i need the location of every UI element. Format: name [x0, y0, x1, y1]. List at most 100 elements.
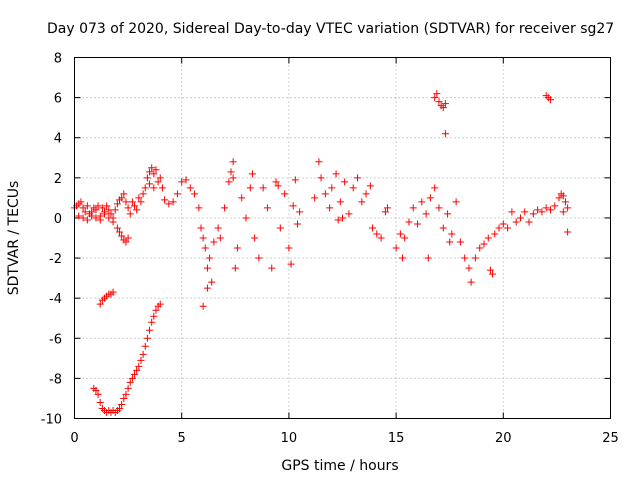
- data-point: [116, 404, 124, 412]
- data-point: [113, 224, 121, 232]
- data-point: [248, 170, 256, 178]
- y-tick-label: -8: [49, 372, 62, 387]
- data-point: [471, 254, 479, 262]
- data-point: [128, 374, 136, 382]
- data-point: [441, 100, 449, 108]
- data-point: [426, 194, 434, 202]
- data-point: [326, 204, 334, 212]
- y-tick-label: -4: [49, 292, 62, 307]
- data-point: [96, 300, 104, 308]
- data-point: [173, 190, 181, 198]
- data-point: [381, 208, 389, 216]
- x-tick-label: 0: [70, 431, 78, 446]
- data-point: [124, 204, 132, 212]
- data-point: [152, 166, 160, 174]
- data-point: [229, 158, 237, 166]
- data-point: [206, 254, 214, 262]
- data-point: [551, 202, 559, 210]
- data-point: [124, 384, 132, 392]
- data-point: [246, 184, 254, 192]
- data-point: [126, 378, 134, 386]
- data-point: [137, 356, 145, 364]
- data-point: [263, 204, 271, 212]
- data-point: [169, 198, 177, 206]
- data-point: [486, 266, 494, 274]
- data-point: [431, 94, 439, 102]
- data-point: [384, 204, 392, 212]
- data-point: [135, 194, 143, 202]
- y-tick-label: 2: [54, 172, 62, 187]
- data-point: [287, 260, 295, 268]
- data-point: [461, 254, 469, 262]
- x-tick-label: 10: [281, 431, 298, 446]
- data-point: [118, 400, 126, 408]
- data-point: [210, 238, 218, 246]
- data-point: [135, 362, 143, 370]
- data-point: [336, 198, 344, 206]
- data-point: [377, 234, 385, 242]
- data-point: [358, 198, 366, 206]
- data-point: [349, 184, 357, 192]
- data-point: [182, 176, 190, 184]
- data-point: [341, 178, 349, 186]
- data-point: [362, 190, 370, 198]
- data-point: [199, 302, 207, 310]
- data-point: [467, 278, 475, 286]
- data-point: [178, 178, 186, 186]
- data-point: [139, 350, 147, 358]
- data-point: [328, 184, 336, 192]
- data-point: [293, 220, 301, 228]
- data-point: [233, 244, 241, 252]
- data-point: [133, 366, 141, 374]
- data-point: [439, 104, 447, 112]
- data-point: [291, 176, 299, 184]
- data-point: [77, 198, 85, 206]
- data-point: [150, 312, 158, 320]
- data-point: [83, 202, 91, 210]
- data-point: [476, 244, 484, 252]
- data-point: [546, 96, 554, 104]
- data-point: [94, 202, 102, 210]
- data-point: [124, 234, 132, 242]
- data-point: [152, 306, 160, 314]
- x-tick-label: 20: [495, 431, 512, 446]
- data-point: [133, 206, 141, 214]
- data-point: [113, 200, 121, 208]
- data-point: [208, 278, 216, 286]
- data-point: [311, 194, 319, 202]
- data-point: [225, 178, 233, 186]
- data-point: [448, 230, 456, 238]
- data-point: [339, 214, 346, 222]
- data-point: [272, 178, 280, 186]
- data-point: [158, 184, 166, 192]
- data-point: [92, 206, 100, 214]
- data-point: [81, 208, 89, 216]
- data-point: [201, 244, 209, 252]
- data-point: [315, 158, 323, 166]
- data-point: [96, 216, 104, 224]
- data-point: [559, 208, 567, 216]
- data-point: [120, 190, 128, 198]
- data-point: [321, 190, 329, 198]
- data-point: [499, 220, 507, 228]
- y-tick-label: -10: [41, 413, 62, 428]
- data-point: [131, 202, 139, 210]
- data-point: [109, 288, 117, 296]
- data-point: [276, 224, 284, 232]
- data-point: [116, 228, 124, 236]
- y-tick-label: 4: [54, 132, 62, 147]
- data-point: [92, 386, 100, 394]
- data-point: [156, 300, 164, 308]
- data-point: [161, 196, 169, 204]
- data-point: [98, 204, 106, 212]
- data-point: [495, 224, 503, 232]
- data-point: [199, 234, 207, 242]
- y-tick-label: -6: [49, 332, 62, 347]
- data-point: [435, 98, 443, 106]
- data-point: [227, 168, 235, 176]
- data-point: [564, 204, 572, 212]
- data-point: [154, 178, 162, 186]
- data-point: [332, 170, 340, 178]
- data-point: [555, 194, 563, 202]
